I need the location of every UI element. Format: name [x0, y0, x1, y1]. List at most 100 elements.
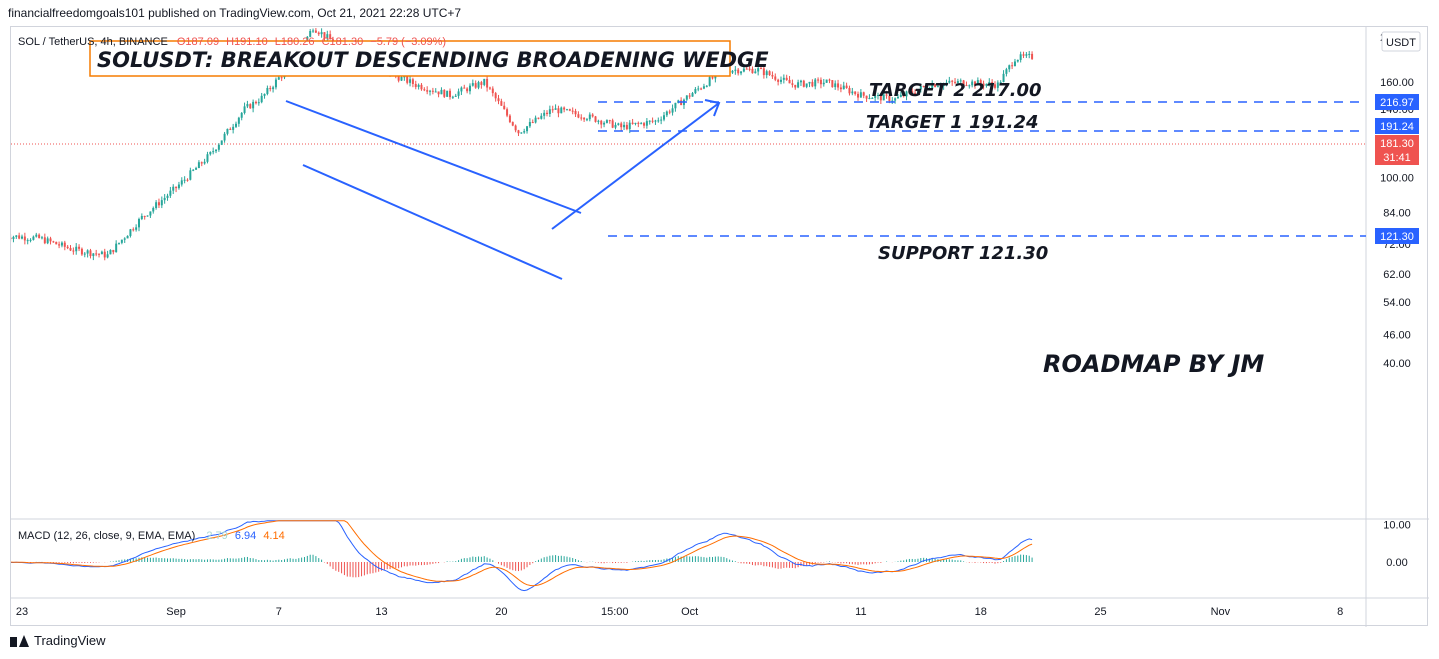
candle-body — [842, 85, 845, 90]
candle-body — [651, 120, 654, 122]
candle-body — [454, 95, 457, 97]
candle-body — [21, 236, 23, 239]
candle-body — [209, 152, 212, 155]
candle-body — [845, 85, 848, 88]
candle-body — [754, 71, 757, 74]
candle-body — [1002, 73, 1005, 83]
last-price-tag — [1375, 135, 1419, 165]
candle-body — [260, 95, 263, 103]
candle-body — [762, 68, 765, 76]
candle-body — [891, 100, 894, 102]
candle-body — [771, 75, 774, 77]
candle-body — [591, 114, 594, 117]
candle-body — [788, 79, 791, 84]
candle-body — [1005, 69, 1008, 74]
candle-body — [246, 104, 249, 107]
candle-body — [680, 100, 683, 106]
candle-body — [894, 98, 897, 101]
target2-tag-text: 216.97 — [1380, 97, 1414, 109]
candle-body — [1011, 65, 1014, 67]
wedge-upper-trendline[interactable] — [285, 100, 582, 214]
candle-body — [688, 95, 691, 97]
candle-body — [794, 84, 797, 88]
candle-body — [956, 81, 959, 83]
candle-body — [212, 151, 215, 153]
candle-body — [323, 32, 326, 38]
candle-body — [109, 249, 112, 255]
candle-body — [75, 246, 78, 252]
candle-body — [985, 83, 988, 86]
candle-body — [905, 91, 908, 97]
candle-body — [38, 234, 41, 238]
candle-body — [702, 86, 705, 89]
candle-body — [737, 69, 740, 74]
candle-body — [528, 122, 531, 127]
currency-button[interactable] — [1381, 31, 1421, 52]
candle-body — [974, 81, 977, 86]
candle-body — [588, 114, 591, 120]
candle-body — [734, 69, 737, 71]
candle-body — [317, 32, 320, 35]
candle-body — [55, 241, 58, 245]
price-chart[interactable]: 240.00200.00160.00140.00120.00100.0084.0… — [3, 0, 1429, 627]
candle-body — [471, 83, 474, 86]
wedge-lower-trendline[interactable] — [302, 164, 563, 280]
footer[interactable]: TradingView — [10, 633, 106, 648]
candle-body — [237, 117, 240, 124]
title-box[interactable] — [89, 40, 731, 77]
candle-body — [115, 243, 118, 253]
title-text: SOLUSDT: BREAKOUT DESCENDING BROADENING … — [97, 48, 769, 72]
candle-body — [942, 83, 945, 86]
last-price-tag-text: 181.30 — [1380, 138, 1414, 150]
candle-body — [859, 92, 862, 98]
candle-body — [118, 242, 121, 244]
candle-body — [976, 80, 979, 86]
candle-body — [568, 109, 571, 111]
legend-low: L180.26 — [275, 36, 315, 48]
candle-body — [948, 80, 951, 83]
candle-body — [423, 89, 426, 91]
candle-body — [808, 81, 811, 84]
candle-body — [129, 229, 132, 236]
candle-body — [614, 124, 617, 128]
candle-body — [206, 154, 209, 162]
footer-brand: TradingView — [34, 633, 106, 648]
candle-body — [106, 254, 109, 258]
candle-body — [765, 71, 768, 76]
candle-body — [240, 112, 243, 118]
candle-body — [52, 241, 55, 243]
candle-body — [988, 82, 991, 84]
time-tick-label: 13 — [375, 606, 387, 618]
candle-body — [460, 87, 463, 92]
price-axis[interactable]: 240.00200.00160.00140.00120.00100.0084.0… — [1380, 0, 1414, 370]
candle-body — [785, 77, 788, 80]
target2-label: TARGET 2 217.00 — [869, 80, 1042, 101]
candle-body — [959, 80, 962, 82]
candle-body — [169, 190, 172, 196]
candle-body — [623, 124, 626, 128]
candle-body — [511, 122, 514, 126]
candle-body — [628, 122, 631, 130]
candle-body — [397, 75, 400, 81]
candle-body — [665, 111, 668, 116]
macd-label: MACD (12, 26, close, 9, EMA, EMA) — [18, 530, 195, 542]
macd-tick-label: 10.00 — [1383, 520, 1411, 532]
candle-body — [554, 108, 557, 110]
candle-body — [320, 32, 323, 35]
candle-body — [580, 117, 583, 119]
candle-body — [508, 115, 511, 123]
candle-body — [468, 85, 471, 92]
breakout-arrow[interactable] — [551, 102, 720, 230]
candle-body — [49, 238, 52, 242]
candle-body — [674, 102, 677, 109]
candle-body — [600, 120, 603, 125]
candle-body — [463, 87, 466, 89]
candle-body — [931, 84, 934, 89]
candle-body — [874, 95, 877, 98]
candle-body — [135, 227, 138, 230]
candle-body — [440, 89, 443, 95]
chart-frame: 240.00200.00160.00140.00120.00100.0084.0… — [3, 0, 1429, 627]
candle-body — [694, 89, 697, 94]
candle-body — [548, 109, 551, 114]
